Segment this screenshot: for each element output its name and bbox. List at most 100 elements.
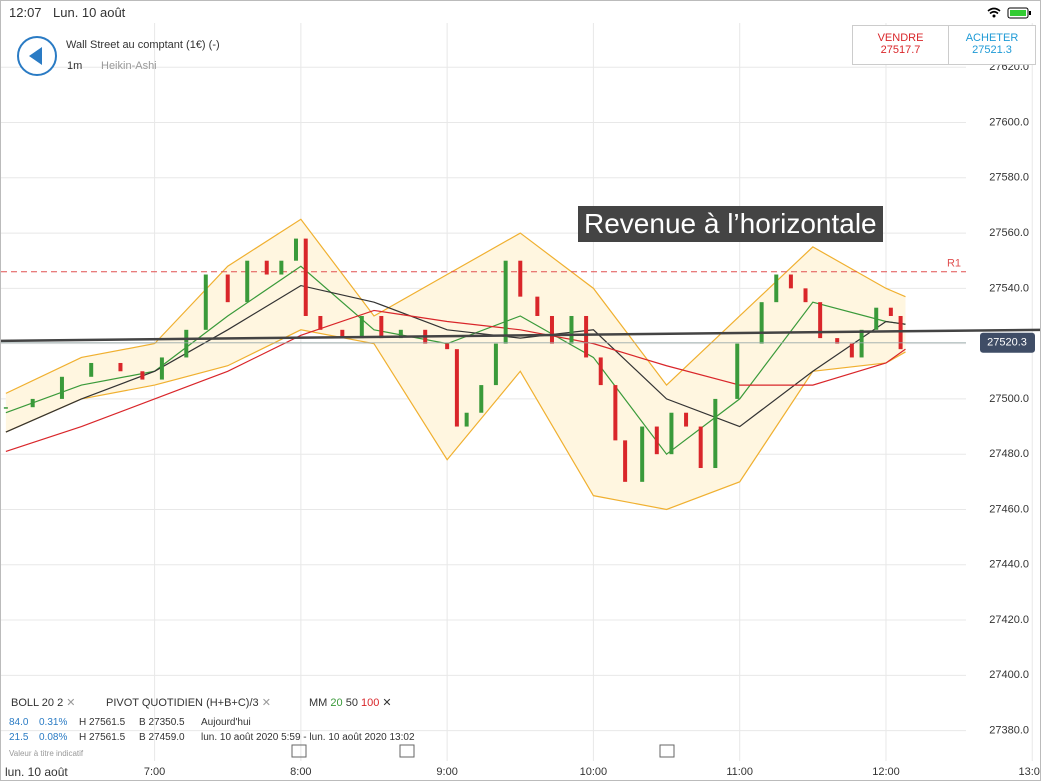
y-tick-label: 27500.0 (989, 393, 1029, 405)
instrument-name: Wall Street au comptant (1€) (-) (66, 39, 220, 51)
candle (89, 362, 94, 377)
pivot-legend[interactable]: PIVOT QUOTIDIEN (H+B+C)/3 ✕ (106, 697, 271, 709)
indicator-value: 84.0 (9, 717, 29, 728)
y-tick-label: 27560.0 (989, 227, 1029, 239)
candle (569, 315, 574, 344)
candle (535, 296, 540, 316)
back-button[interactable] (17, 36, 57, 76)
mm-period: 20 (330, 697, 343, 709)
sell-label: VENDRE (877, 32, 924, 44)
calendar-icon (399, 744, 415, 758)
candle (493, 343, 498, 386)
candle (30, 398, 35, 408)
buy-button[interactable]: ACHETER 27521.3 (949, 26, 1035, 64)
candle (318, 315, 323, 330)
candle (818, 302, 823, 339)
x-date-label: lun. 10 août (5, 765, 68, 779)
interval: 1m (67, 60, 83, 72)
candle (788, 274, 793, 289)
candle (445, 343, 450, 350)
disclaimer: Valeur à titre indicatif (9, 749, 84, 758)
candle (464, 412, 469, 427)
chart-style[interactable]: Heikin-Ashi (101, 60, 157, 72)
candle (874, 307, 879, 330)
y-tick-label: 27400.0 (989, 669, 1029, 681)
candle (279, 260, 284, 275)
candle (623, 440, 628, 482)
buy-price: 27521.3 (972, 44, 1012, 56)
candle (264, 260, 269, 275)
y-tick-label: 27380.0 (989, 725, 1029, 737)
candle (379, 315, 384, 339)
x-tick-label: 7:00 (144, 766, 165, 778)
sell-button[interactable]: VENDRE 27517.7 (853, 26, 949, 64)
candle (479, 385, 484, 413)
mm-legend[interactable]: MM 20 50 100 ✕ (309, 697, 392, 709)
candle (835, 338, 840, 344)
candle (518, 260, 523, 297)
candle (184, 329, 189, 358)
status-time: 12:07 (9, 5, 42, 20)
candle (640, 426, 645, 482)
trend-line (1, 328, 1040, 343)
candle (613, 385, 618, 441)
indicator-value: B 27350.5 (139, 717, 185, 728)
candle (803, 288, 808, 303)
candle (598, 357, 603, 386)
candle (118, 362, 123, 372)
calendar-icon (659, 744, 675, 758)
x-tick-label: 13:00 (1018, 766, 1040, 778)
boll-dev: 2 (57, 697, 64, 709)
indicator-value: 0.31% (39, 717, 68, 728)
annotation: Revenue à l’horizontale (578, 206, 883, 242)
pivot-formula: (H+B+C)/3 (206, 697, 259, 709)
indicator-value: 21.5 (9, 732, 29, 743)
boll-name: BOLL (11, 697, 39, 709)
boll-period: 20 (41, 697, 55, 709)
sell-price: 27517.7 (880, 44, 921, 56)
candle (359, 315, 364, 339)
status-date: Lun. 10 août (53, 5, 126, 20)
bollinger-lower (5, 329, 906, 511)
x-tick-label: 11:00 (726, 766, 753, 778)
candle (698, 426, 703, 469)
y-tick-label: 27600.0 (989, 116, 1029, 128)
indicator-value: B 27459.0 (139, 732, 185, 743)
indicator-value: H 27561.5 (79, 717, 126, 728)
bollinger-upper (5, 218, 906, 394)
candle (898, 315, 903, 350)
candle (203, 274, 208, 330)
candle (454, 349, 459, 427)
candle (713, 398, 718, 469)
candle (3, 407, 8, 409)
buy-label: ACHETER (965, 32, 1019, 44)
indicator-value: H 27561.5 (79, 732, 126, 743)
candle (303, 238, 308, 316)
mm-period: 50 (345, 697, 358, 709)
calendar-icon (291, 744, 307, 758)
candle (293, 238, 298, 261)
y-tick-label: 27480.0 (989, 448, 1029, 460)
candle (140, 371, 145, 380)
pivot-period: QUOTIDIEN (141, 697, 203, 709)
moving-average (5, 309, 906, 452)
candle (849, 343, 854, 358)
moving-average (5, 265, 906, 456)
boll-legend[interactable]: BOLL 20 2 ✕ (11, 697, 76, 709)
candle (654, 426, 659, 455)
indicator-value: Aujourd'hui (201, 717, 251, 728)
status-icons (987, 7, 1031, 19)
candle (245, 260, 250, 303)
candle (398, 329, 403, 339)
y-tick-label: 27540.0 (989, 282, 1029, 294)
x-tick-label: 12:00 (872, 766, 900, 778)
indicator-value: lun. 10 août 2020 5:59 - lun. 10 août 20… (201, 732, 415, 743)
candle (549, 315, 554, 344)
moving-average (5, 284, 906, 433)
candle (159, 357, 164, 380)
y-tick-label: 27440.0 (989, 559, 1029, 571)
y-tick-label: 27580.0 (989, 172, 1029, 184)
quote-box: VENDRE 27517.7 ACHETER 27521.3 (852, 25, 1036, 65)
x-tick-label: 10:00 (580, 766, 608, 778)
